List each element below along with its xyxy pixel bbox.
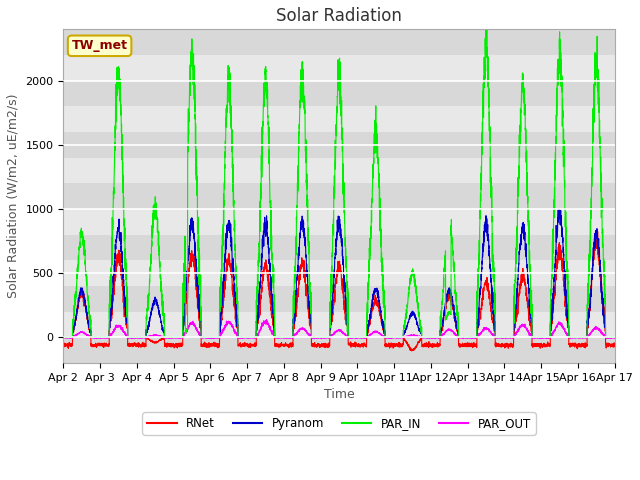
Line: PAR_OUT: PAR_OUT <box>63 320 614 338</box>
PAR_OUT <box>319 335 326 340</box>
Legend: RNet, Pyranom, PAR_IN, PAR_OUT: RNet, Pyranom, PAR_IN, PAR_OUT <box>142 412 536 435</box>
Bar <box>63 81 614 106</box>
RNet <box>463 343 470 348</box>
PAR_IN <box>319 335 326 340</box>
PAR_IN <box>610 335 618 340</box>
PAR_OUT <box>611 335 618 341</box>
PAR_OUT <box>159 334 166 340</box>
Line: PAR_IN: PAR_IN <box>63 26 614 337</box>
PAR_OUT <box>432 335 440 341</box>
Pyranom <box>611 335 618 340</box>
Bar <box>63 132 614 157</box>
RNet <box>611 344 618 349</box>
PAR_IN <box>463 335 470 340</box>
Text: TW_met: TW_met <box>72 39 127 52</box>
PAR_IN <box>159 312 166 318</box>
PAR_IN <box>483 23 491 29</box>
PAR_IN <box>494 335 502 340</box>
Pyranom <box>556 206 563 212</box>
Bar <box>63 29 614 55</box>
PAR_OUT <box>463 335 470 340</box>
PAR_OUT <box>262 317 270 323</box>
Bar <box>63 106 614 132</box>
PAR_IN <box>611 335 618 340</box>
Y-axis label: Solar Radiation (W/m2, uE/m2/s): Solar Radiation (W/m2, uE/m2/s) <box>7 94 20 299</box>
Bar <box>63 157 614 183</box>
PAR_OUT <box>60 335 67 341</box>
RNet <box>494 341 502 347</box>
Pyranom <box>60 335 67 340</box>
X-axis label: Time: Time <box>324 388 355 401</box>
Pyranom <box>463 335 470 340</box>
Pyranom <box>319 335 326 340</box>
Line: Pyranom: Pyranom <box>63 209 614 337</box>
PAR_IN <box>60 335 67 340</box>
RNet <box>408 348 415 354</box>
RNet <box>159 336 166 341</box>
PAR_OUT <box>494 335 502 340</box>
Bar <box>63 209 614 235</box>
RNet <box>319 344 326 349</box>
Pyranom <box>60 335 67 340</box>
PAR_OUT <box>611 335 618 340</box>
Bar <box>63 260 614 286</box>
Bar <box>63 312 614 337</box>
Pyranom <box>159 328 166 334</box>
Bar <box>63 55 614 81</box>
RNet <box>432 341 440 347</box>
PAR_OUT <box>566 336 573 341</box>
Bar <box>63 286 614 312</box>
Pyranom <box>494 335 502 340</box>
Line: RNet: RNet <box>63 229 614 351</box>
Bar <box>63 183 614 209</box>
Pyranom <box>611 335 618 340</box>
Bar <box>63 235 614 260</box>
PAR_IN <box>432 335 440 340</box>
Bar <box>63 337 614 363</box>
RNet <box>611 340 618 346</box>
Title: Solar Radiation: Solar Radiation <box>276 7 402 25</box>
RNet <box>60 344 67 349</box>
RNet <box>593 226 601 232</box>
Pyranom <box>432 335 440 340</box>
